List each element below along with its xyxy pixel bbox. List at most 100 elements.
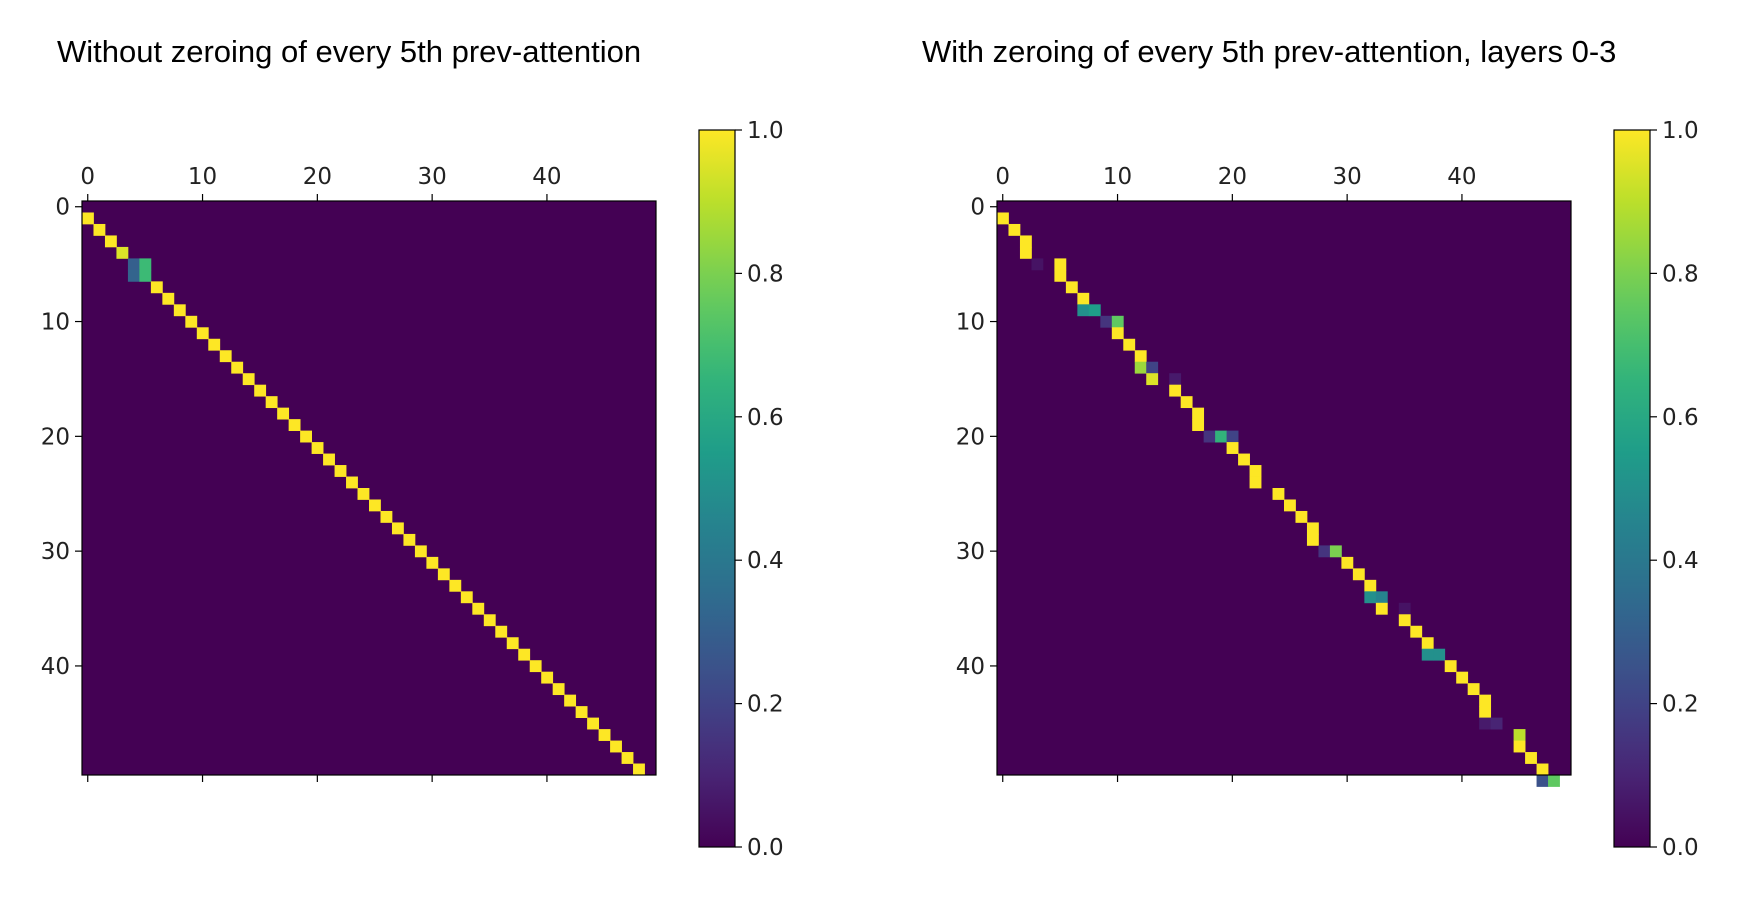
- heatmap-cell: [403, 533, 416, 546]
- heatmap-cell: [1054, 269, 1067, 282]
- heatmap-cell: [483, 614, 496, 627]
- heatmap-cell: [231, 361, 244, 374]
- heatmap-cell: [495, 625, 508, 638]
- colorbar-tick-label: 0.2: [747, 692, 784, 718]
- heatmap-cell: [552, 683, 565, 696]
- x-tick-label: 40: [532, 164, 561, 190]
- heatmap-cell: [254, 384, 267, 397]
- heatmap-cell: [1375, 591, 1388, 604]
- colorbar-tick-label: 0.0: [1662, 835, 1699, 861]
- x-tick-label: 10: [1103, 164, 1132, 190]
- heatmap-cell: [472, 602, 485, 615]
- heatmap-cell: [1192, 419, 1205, 431]
- heatmap-cell: [1215, 430, 1227, 443]
- heatmap-cell: [288, 419, 301, 431]
- y-tick-label: 40: [41, 654, 70, 680]
- heatmap-cell: [1398, 614, 1411, 627]
- heatmap-cell: [1513, 740, 1526, 753]
- heatmap-cell: [1134, 361, 1147, 374]
- heatmap-cell: [1019, 246, 1032, 259]
- heatmap-cell: [1352, 568, 1365, 581]
- heatmap-cell: [139, 269, 152, 282]
- heatmap-cell: [127, 269, 140, 282]
- heatmap-cell: [311, 442, 324, 454]
- heatmap-cell: [610, 740, 622, 753]
- heatmap-cell: [1479, 706, 1492, 718]
- heatmap-cell: [1295, 510, 1308, 523]
- heatmap-cell: [1456, 671, 1469, 684]
- heatmap-cell: [1100, 315, 1113, 328]
- colorbar-tick-label: 0.8: [747, 261, 784, 287]
- heatmap-cell: [265, 396, 278, 409]
- heatmap-cell: [1249, 476, 1262, 489]
- heatmap-cell: [587, 717, 599, 730]
- colorbar-tick-label: 0.0: [747, 835, 784, 861]
- heatmap-cell: [1341, 556, 1354, 569]
- heatmap-cell: [1525, 752, 1537, 764]
- colorbar-tick-label: 0.2: [1662, 692, 1699, 718]
- heatmap-cell: [139, 258, 152, 271]
- heatmap-cell: [1169, 373, 1182, 386]
- heatmap-cell: [1065, 281, 1078, 294]
- heatmap-cell: [1536, 775, 1549, 787]
- heatmap-cell: [323, 453, 335, 466]
- heatmap-cell: [1054, 258, 1067, 271]
- heatmap-cell: [1111, 327, 1124, 340]
- x-tick-label: 0: [80, 164, 95, 190]
- heatmap-cell: [391, 522, 404, 535]
- heatmap-cell: [997, 212, 1009, 225]
- colorbar-tick-label: 1.0: [1662, 118, 1699, 144]
- heatmap-cell: [380, 510, 393, 523]
- colorbar-tick-label: 0.4: [1662, 548, 1699, 574]
- y-tick-label: 30: [41, 539, 70, 565]
- colorbar: [1613, 129, 1651, 848]
- heatmap-cell: [357, 488, 370, 500]
- heatmap-cell: [1318, 545, 1331, 558]
- plot-frame: [81, 200, 657, 776]
- heatmap-cell: [1306, 533, 1319, 546]
- x-tick-label: 30: [1332, 164, 1361, 190]
- x-tick-label: 40: [1447, 164, 1476, 190]
- heatmap-cell: [219, 350, 232, 363]
- heatmap-cell: [1398, 602, 1411, 615]
- colorbar-tick-label: 1.0: [747, 118, 784, 144]
- heatmap-cell: [1364, 579, 1377, 592]
- heatmap-cell: [621, 752, 634, 764]
- heatmap-cell: [1077, 292, 1090, 305]
- heatmap-cell: [1180, 396, 1193, 409]
- heatmap-left: 0 10 20 30 40 0 10 20 30 40 0.0 0.2 0.4 0.6 0.8 1.0: [41, 118, 784, 861]
- heatmap-cell: [1364, 591, 1377, 604]
- heatmap-cell: [1536, 763, 1549, 776]
- y-tick-label: 0: [55, 195, 70, 221]
- heatmap-cell: [460, 591, 473, 604]
- heatmap-cell: [1375, 602, 1388, 615]
- heatmap-cell: [437, 568, 450, 581]
- heatmap-right: 0 10 20 30 40 0 10 20 30 40 0.0 0.2 0.4 0.6 0.8 1.0: [956, 118, 1699, 861]
- x-tick-label: 20: [303, 164, 332, 190]
- heatmap-cell: [1249, 465, 1262, 477]
- heatmap-cell: [208, 338, 221, 351]
- heatmap-cell: [633, 763, 645, 776]
- heatmap-cell: [1410, 625, 1423, 638]
- heatmap-cell: [1088, 304, 1101, 317]
- y-tick-label: 0: [970, 195, 985, 221]
- heatmap-cell: [369, 499, 381, 512]
- heatmap-cell: [598, 729, 611, 741]
- heatmap-cell: [1019, 235, 1032, 248]
- heatmap-cell: [173, 304, 186, 317]
- heatmap-cell: [1284, 499, 1296, 512]
- heatmap-cell: [1421, 648, 1434, 661]
- heatmap-cell: [196, 327, 209, 340]
- heatmap-cell: [449, 579, 462, 592]
- x-tick-label: 10: [188, 164, 217, 190]
- heatmap-cell: [127, 258, 140, 271]
- heatmap-cell: [1306, 522, 1319, 535]
- heatmap-cell: [1134, 350, 1147, 363]
- y-tick-label: 20: [41, 424, 70, 450]
- heatmap-cell: [277, 407, 290, 420]
- heatmap-cell: [93, 223, 106, 236]
- colorbar: [698, 129, 736, 848]
- x-tick-label: 0: [995, 164, 1010, 190]
- colorbar-tick-label: 0.6: [747, 405, 784, 431]
- heatmap-cell: [82, 212, 94, 225]
